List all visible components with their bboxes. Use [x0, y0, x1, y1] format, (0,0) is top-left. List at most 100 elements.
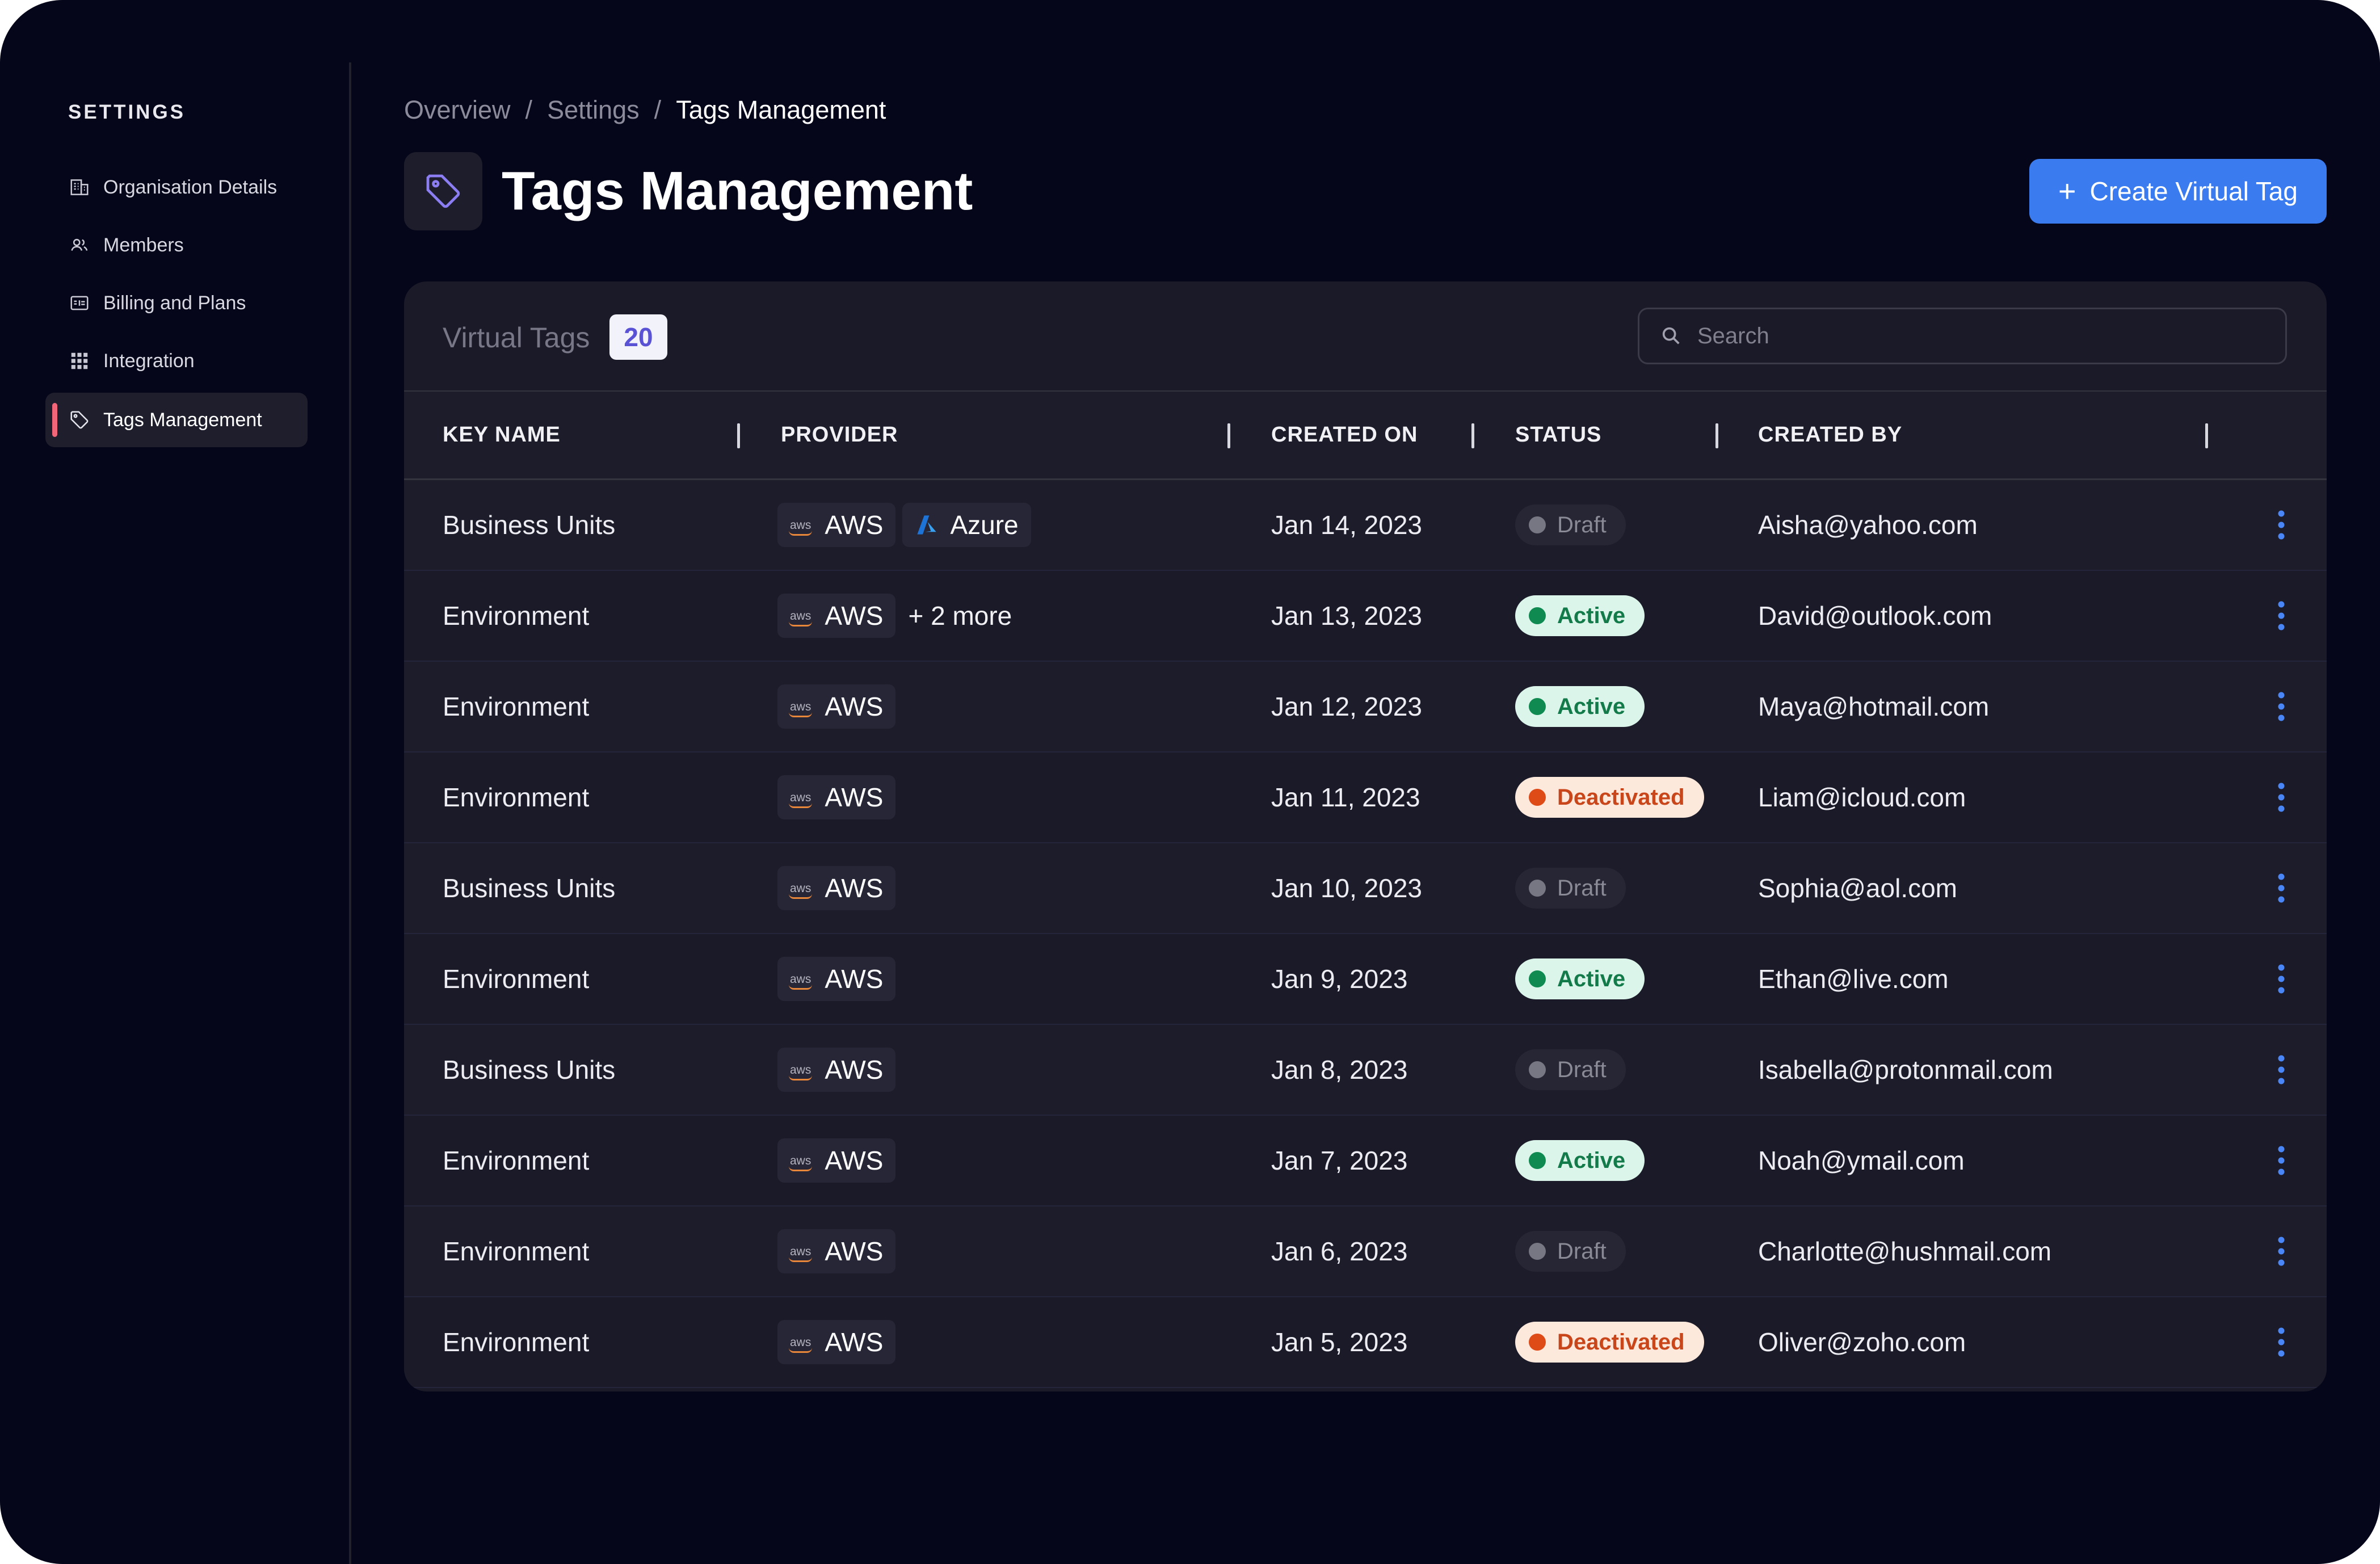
more-providers-link[interactable]: + 2 more [908, 601, 1012, 630]
sidebar-title: SETTINGS [68, 101, 186, 123]
column-resize-handle[interactable] [1227, 423, 1230, 448]
status-dot [1529, 880, 1546, 897]
cell-status: Draft [1515, 1206, 1626, 1296]
cell-created-on: Jan 14, 2023 [1271, 510, 1423, 540]
cell-created-by: Liam@icloud.com [1758, 783, 1966, 812]
status-dot [1529, 789, 1546, 806]
cell-created-on: Jan 5, 2023 [1271, 1327, 1408, 1357]
cell-status: Deactivated [1515, 752, 1704, 842]
provider-label: AWS [825, 1237, 884, 1266]
breadcrumb: Overview / Settings / Tags Management [404, 95, 886, 125]
create-virtual-tag-button[interactable]: + Create Virtual Tag [2029, 159, 2327, 224]
status-badge: Draft [1515, 868, 1626, 909]
provider-chip-aws: aws AWS [777, 1048, 896, 1092]
search-input[interactable] [1696, 322, 2209, 350]
sidebar-item-integration[interactable]: Integration [45, 334, 308, 388]
row-actions-button[interactable] [2270, 1297, 2293, 1387]
sidebar-item-organisation-details[interactable]: Organisation Details [45, 160, 308, 215]
page-title: Tags Management [502, 161, 973, 221]
sidebar-item-billing-and-plans[interactable]: Billing and Plans [45, 276, 308, 330]
column-header-key-name[interactable]: KEY NAME [443, 423, 561, 447]
breadcrumb-separator: / [525, 95, 533, 124]
cell-key-name: Environment [443, 964, 590, 994]
status-dot [1529, 607, 1546, 624]
sidebar-item-label: Tags Management [103, 409, 262, 431]
cell-status: Draft [1515, 1025, 1626, 1115]
table-row[interactable]: Environment aws AWS Jan 12, 2023 Active Maya@… [404, 662, 2327, 752]
provider-label: AWS [825, 692, 884, 721]
provider-label: AWS [825, 783, 884, 812]
row-actions-button[interactable] [2270, 1116, 2293, 1205]
table-row[interactable]: Business Units aws AWS Azure Jan 14, 2023 Dra… [404, 480, 2327, 571]
sidebar-item-tags-management[interactable]: Tags Management [45, 393, 308, 447]
provider-chip-aws: aws AWS [777, 866, 896, 910]
row-actions-button[interactable] [2270, 480, 2293, 570]
kebab-menu-icon [2278, 1237, 2285, 1266]
cell-key-name: Environment [443, 1327, 590, 1357]
status-dot [1529, 1243, 1546, 1260]
status-badge: Deactivated [1515, 777, 1704, 818]
table-row[interactable]: Environment aws AWS Jan 11, 2023 Deactivated… [404, 752, 2327, 843]
column-resize-handle[interactable] [1471, 423, 1474, 448]
cell-key-name: Environment [443, 692, 590, 721]
column-header-created-by[interactable]: CREATED BY [1758, 423, 1903, 447]
cell-created-by: Ethan@live.com [1758, 964, 1949, 994]
provider-label: Azure [950, 510, 1019, 540]
row-actions-button[interactable] [2270, 843, 2293, 933]
table-row[interactable]: Environment aws AWS Jan 9, 2023 Active Ethan@… [404, 934, 2327, 1025]
status-badge: Active [1515, 686, 1645, 727]
cell-created-on: Jan 11, 2023 [1271, 783, 1420, 812]
column-header-provider[interactable]: PROVIDER [781, 423, 898, 447]
status-dot [1529, 1334, 1546, 1351]
cell-created-on: Jan 8, 2023 [1271, 1055, 1408, 1084]
row-actions-button[interactable] [2270, 934, 2293, 1024]
cell-key-name: Business Units [443, 873, 616, 903]
status-label: Draft [1557, 1057, 1607, 1082]
status-badge: Active [1515, 958, 1645, 999]
row-actions-button[interactable] [2270, 1025, 2293, 1115]
column-resize-handle[interactable] [2205, 423, 2208, 448]
search-icon [1662, 327, 1680, 344]
kebab-menu-icon [2278, 964, 2285, 994]
cell-key-name: Environment [443, 1237, 590, 1266]
cell-created-on: Jan 9, 2023 [1271, 964, 1408, 994]
plus-icon: + [2058, 174, 2076, 208]
row-actions-button[interactable] [2270, 1206, 2293, 1296]
cell-provider: aws AWS Azure [777, 480, 1038, 570]
cell-created-on: Jan 13, 2023 [1271, 601, 1423, 630]
breadcrumb-settings[interactable]: Settings [547, 95, 640, 124]
table-row[interactable]: Business Units aws AWS Jan 8, 2023 Draft Isab… [404, 1025, 2327, 1116]
cell-created-by: David@outlook.com [1758, 601, 1992, 630]
cell-provider: aws AWS [777, 662, 902, 751]
provider-chip-aws: aws AWS [777, 684, 896, 729]
row-actions-button[interactable] [2270, 662, 2293, 751]
table-row[interactable]: Business Units aws AWS Jan 10, 2023 Draft Sop… [404, 843, 2327, 934]
table-row[interactable]: Environment aws AWS Jan 5, 2023 Deactivated O… [404, 1297, 2327, 1388]
search-box[interactable] [1638, 308, 2287, 364]
kebab-menu-icon [2278, 510, 2285, 540]
breadcrumb-overview[interactable]: Overview [404, 95, 511, 124]
status-dot [1529, 698, 1546, 715]
provider-chip-aws: aws AWS [777, 775, 896, 819]
table-row[interactable]: Environment aws AWS Jan 7, 2023 Active Noah@y… [404, 1116, 2327, 1206]
row-actions-button[interactable] [2270, 752, 2293, 842]
status-badge: Draft [1515, 504, 1626, 545]
aws-logo-icon: aws [788, 1154, 813, 1171]
column-resize-handle[interactable] [1715, 423, 1718, 448]
sidebar-item-members[interactable]: Members [45, 218, 308, 272]
column-resize-handle[interactable] [737, 423, 740, 448]
kebab-menu-icon [2278, 601, 2285, 630]
row-actions-button[interactable] [2270, 571, 2293, 661]
column-header-created-on[interactable]: CREATED ON [1271, 423, 1418, 447]
cell-status: Active [1515, 662, 1645, 751]
status-label: Draft [1557, 512, 1607, 537]
virtual-tags-card: Virtual Tags 20 KEY NAME PROVIDER CREATE… [404, 281, 2327, 1391]
provider-label: AWS [825, 510, 884, 540]
table-row[interactable]: Environment aws AWS Jan 6, 2023 Draft Charlot… [404, 1206, 2327, 1297]
table-row[interactable]: Environment aws AWS + 2 more Jan 13, 2023 Act… [404, 571, 2327, 662]
status-dot [1529, 970, 1546, 987]
users-icon [67, 233, 92, 258]
aws-logo-icon: aws [788, 1063, 813, 1080]
status-label: Active [1557, 603, 1626, 628]
column-header-status[interactable]: STATUS [1515, 423, 1602, 447]
